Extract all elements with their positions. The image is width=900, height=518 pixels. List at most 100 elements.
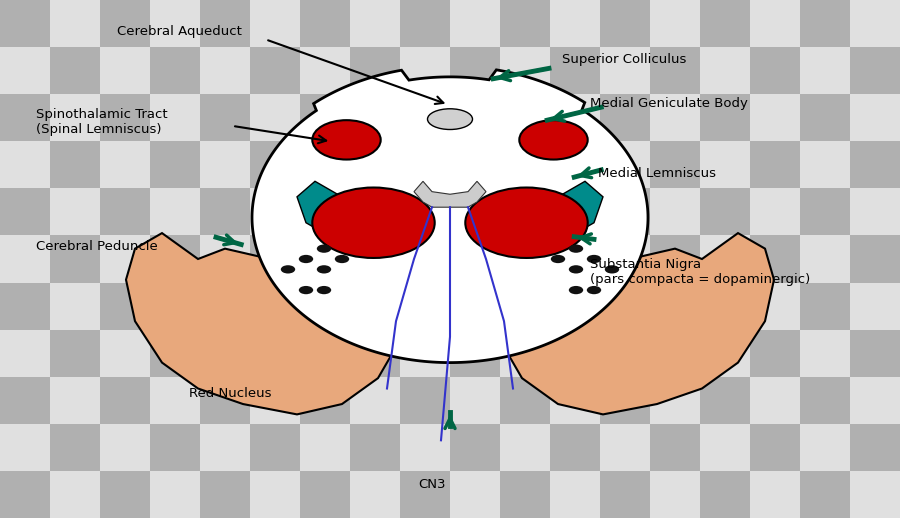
Bar (350, 424, 400, 471)
Bar (800, 424, 850, 471)
Bar (300, 0, 350, 47)
Bar (600, 424, 650, 471)
Bar (700, 141, 750, 189)
Bar (700, 329, 750, 377)
Bar (500, 94, 550, 141)
Circle shape (317, 265, 331, 274)
Bar (250, 471, 300, 518)
Bar (200, 47, 250, 94)
Bar (700, 282, 750, 329)
Bar (0, 189, 50, 236)
Polygon shape (414, 181, 486, 207)
Bar (600, 471, 650, 518)
Bar (100, 141, 150, 189)
Bar (150, 377, 200, 424)
Bar (200, 0, 250, 47)
Bar (50, 47, 100, 94)
Bar (600, 141, 650, 189)
Bar (200, 471, 250, 518)
Bar (850, 94, 900, 141)
Bar (600, 282, 650, 329)
Bar (300, 47, 350, 94)
Bar (700, 189, 750, 236)
Bar (400, 282, 450, 329)
Bar (850, 377, 900, 424)
Bar (250, 329, 300, 377)
Bar (100, 329, 150, 377)
Bar (250, 47, 300, 94)
Bar (650, 47, 700, 94)
Bar (650, 189, 700, 236)
Bar (400, 0, 450, 47)
Bar (800, 471, 850, 518)
Circle shape (317, 244, 331, 253)
Text: Red Nucleus: Red Nucleus (189, 387, 272, 400)
Bar (800, 0, 850, 47)
Bar (50, 141, 100, 189)
Bar (250, 141, 300, 189)
Bar (600, 236, 650, 282)
Bar (600, 0, 650, 47)
Circle shape (335, 255, 349, 263)
Circle shape (465, 188, 588, 258)
Bar (350, 377, 400, 424)
Bar (400, 377, 450, 424)
Bar (350, 0, 400, 47)
Bar (50, 189, 100, 236)
Bar (700, 471, 750, 518)
Bar (400, 47, 450, 94)
Bar (200, 377, 250, 424)
Bar (500, 189, 550, 236)
Bar (100, 189, 150, 236)
Bar (600, 189, 650, 236)
Bar (500, 47, 550, 94)
Bar (0, 0, 50, 47)
Bar (300, 236, 350, 282)
Bar (400, 189, 450, 236)
Bar (500, 0, 550, 47)
Bar (700, 94, 750, 141)
Bar (450, 94, 500, 141)
Bar (850, 236, 900, 282)
Circle shape (605, 265, 619, 274)
Bar (450, 424, 500, 471)
Bar (650, 94, 700, 141)
Bar (350, 141, 400, 189)
Bar (400, 424, 450, 471)
Bar (650, 236, 700, 282)
Bar (550, 0, 600, 47)
Bar (150, 47, 200, 94)
Text: Cerebral Aqueduct: Cerebral Aqueduct (117, 24, 242, 38)
Bar (0, 47, 50, 94)
Bar (300, 94, 350, 141)
Bar (300, 424, 350, 471)
Bar (850, 424, 900, 471)
Polygon shape (504, 233, 774, 414)
Bar (300, 329, 350, 377)
Bar (400, 94, 450, 141)
Bar (850, 329, 900, 377)
Bar (600, 329, 650, 377)
Circle shape (299, 286, 313, 294)
Bar (200, 236, 250, 282)
Bar (0, 94, 50, 141)
Bar (150, 329, 200, 377)
Circle shape (569, 244, 583, 253)
Bar (400, 141, 450, 189)
Bar (400, 471, 450, 518)
Bar (50, 0, 100, 47)
Bar (650, 141, 700, 189)
Polygon shape (513, 181, 603, 238)
Bar (50, 424, 100, 471)
Bar (800, 141, 850, 189)
Circle shape (281, 265, 295, 274)
Bar (850, 471, 900, 518)
Bar (800, 282, 850, 329)
Polygon shape (126, 233, 396, 414)
Bar (750, 94, 800, 141)
Bar (150, 141, 200, 189)
Bar (250, 189, 300, 236)
Bar (750, 424, 800, 471)
Bar (750, 329, 800, 377)
Bar (300, 189, 350, 236)
